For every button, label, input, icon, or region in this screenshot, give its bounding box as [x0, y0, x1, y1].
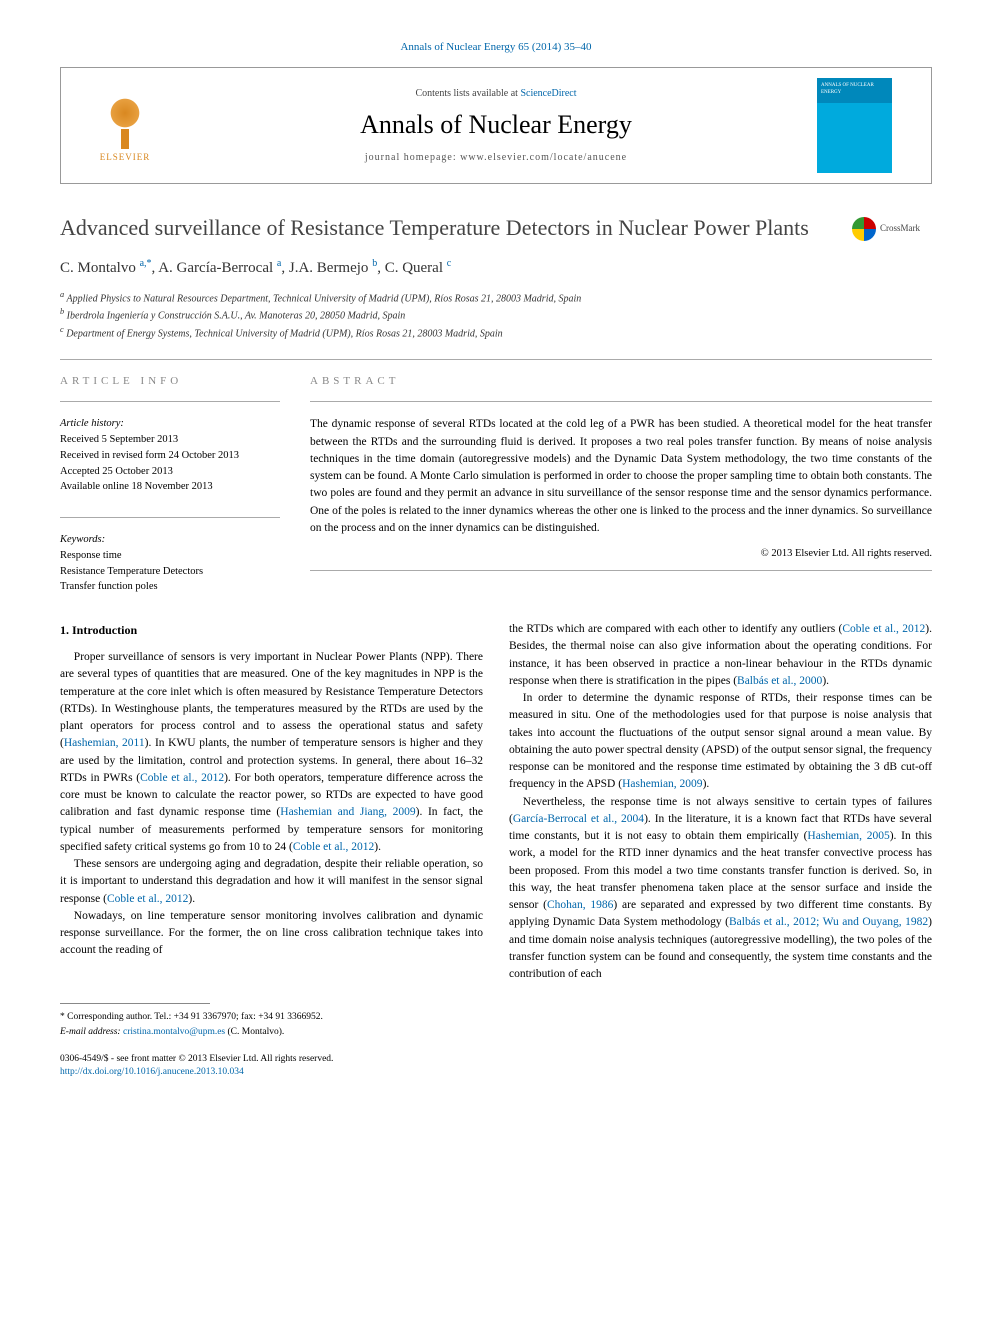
homepage-label: journal homepage: [365, 152, 460, 163]
issn-line: 0306-4549/$ - see front matter © 2013 El… [60, 1053, 932, 1066]
journal-cover-thumb[interactable]: ANNALS OF NUCLEAR ENERGY [817, 78, 892, 173]
keywords-block: Keywords: Response timeResistance Temper… [60, 532, 280, 595]
elsevier-name: ELSEVIER [100, 151, 151, 164]
cover-text: ANNALS OF NUCLEAR ENERGY [821, 82, 888, 96]
article-info-column: ARTICLE INFO Article history: Received 5… [60, 374, 280, 595]
info-divider [60, 401, 280, 402]
divider [60, 359, 932, 360]
elsevier-tree-icon [95, 89, 155, 149]
body-p5: In order to determine the dynamic respon… [509, 690, 932, 794]
info-divider-2 [60, 517, 280, 518]
journal-reference: Annals of Nuclear Energy 65 (2014) 35–40 [60, 40, 932, 55]
abstract-column: ABSTRACT The dynamic response of several… [310, 374, 932, 595]
body-p4: the RTDs which are compared with each ot… [509, 621, 932, 690]
body-p2: These sensors are undergoing aging and d… [60, 856, 483, 908]
authors-line: C. Montalvo a,*, A. García-Berrocal a, J… [60, 257, 932, 279]
article-history: Article history: Received 5 September 20… [60, 416, 280, 495]
doi-link[interactable]: http://dx.doi.org/10.1016/j.anucene.2013… [60, 1066, 932, 1079]
contents-prefix: Contents lists available at [415, 88, 520, 99]
history-label: Article history: [60, 418, 124, 429]
crossmark-icon [852, 217, 876, 241]
article-info-label: ARTICLE INFO [60, 374, 280, 389]
abstract-bottom-divider [310, 570, 932, 571]
crossmark-badge[interactable]: CrossMark [852, 214, 932, 243]
crossmark-label: CrossMark [880, 222, 920, 235]
keywords-label: Keywords: [60, 534, 105, 545]
abstract-divider [310, 401, 932, 402]
title-row: Advanced surveillance of Resistance Temp… [60, 214, 932, 243]
email-label: E-mail address: [60, 1027, 123, 1037]
homepage-line: journal homepage: www.elsevier.com/locat… [185, 151, 807, 165]
affiliations: a Applied Physics to Natural Resources D… [60, 289, 932, 341]
elsevier-logo[interactable]: ELSEVIER [75, 89, 175, 164]
body-columns: 1. Introduction Proper surveillance of s… [60, 621, 932, 983]
body-p6: Nevertheless, the response time is not a… [509, 794, 932, 984]
corresponding-author: * Corresponding author. Tel.: +34 91 336… [60, 1010, 932, 1039]
journal-name: Annals of Nuclear Energy [185, 107, 807, 143]
keywords-lines: Response timeResistance Temperature Dete… [60, 550, 203, 593]
section-heading-intro: 1. Introduction [60, 621, 483, 639]
abstract-text: The dynamic response of several RTDs loc… [310, 416, 932, 537]
corr-tel: * Corresponding author. Tel.: +34 91 336… [60, 1010, 932, 1024]
abstract-label: ABSTRACT [310, 374, 932, 389]
contents-line: Contents lists available at ScienceDirec… [185, 87, 807, 101]
sciencedirect-link[interactable]: ScienceDirect [520, 88, 576, 99]
history-lines: Received 5 September 2013Received in rev… [60, 434, 239, 492]
header-center: Contents lists available at ScienceDirec… [185, 87, 807, 165]
journal-header: ELSEVIER Contents lists available at Sci… [60, 67, 932, 184]
article-title: Advanced surveillance of Resistance Temp… [60, 214, 832, 243]
corr-email[interactable]: cristina.montalvo@upm.es [123, 1027, 225, 1037]
homepage-url[interactable]: www.elsevier.com/locate/anucene [460, 152, 627, 163]
abstract-copyright: © 2013 Elsevier Ltd. All rights reserved… [310, 547, 932, 562]
body-p1: Proper surveillance of sensors is very i… [60, 649, 483, 856]
corr-email-name: (C. Montalvo). [225, 1027, 284, 1037]
footer-separator [60, 1003, 210, 1004]
body-p3: Nowadays, on line temperature sensor mon… [60, 908, 483, 960]
info-abstract-row: ARTICLE INFO Article history: Received 5… [60, 374, 932, 595]
bottom-meta: 0306-4549/$ - see front matter © 2013 El… [60, 1053, 932, 1080]
